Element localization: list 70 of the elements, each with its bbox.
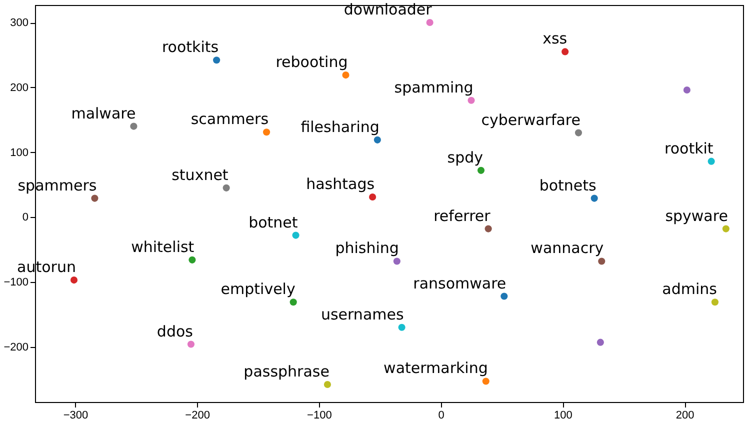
series-label: watermarking — [384, 359, 488, 378]
series-label: filesharing — [300, 118, 380, 136]
series-label: passphrase — [244, 362, 330, 380]
point — [500, 292, 508, 300]
series-label: whitelist — [131, 238, 194, 256]
point — [722, 225, 730, 232]
point — [393, 258, 400, 265]
point — [683, 86, 690, 94]
series-label: stuxnet — [172, 166, 228, 184]
series-label: botnet — [248, 213, 298, 232]
x-tick-label: −200 — [185, 410, 210, 422]
series-label: rebooting — [276, 53, 348, 72]
series-label: cyberwarfare — [481, 110, 580, 129]
point — [374, 136, 381, 144]
point — [91, 194, 98, 202]
point — [130, 122, 138, 130]
y-tick-label: −200 — [4, 341, 28, 354]
point — [324, 380, 331, 388]
series-label: ransomware — [413, 274, 506, 292]
series-label: referrer — [434, 206, 492, 225]
series-label: spyware — [665, 206, 728, 225]
series-label: phishing — [335, 239, 399, 258]
series-label: malware — [71, 104, 136, 122]
point — [213, 56, 220, 64]
point — [70, 276, 78, 284]
series-label: downloader — [344, 0, 433, 19]
x-tick-label: 0 — [438, 410, 444, 422]
series-label: xss — [542, 30, 568, 48]
point — [292, 232, 300, 239]
series-label: emptively — [220, 280, 296, 298]
point — [484, 225, 492, 232]
point — [222, 184, 230, 192]
series-label: rootkit — [664, 139, 714, 158]
y-tick-label: 300 — [10, 17, 28, 30]
point — [187, 340, 195, 348]
point — [262, 128, 270, 136]
point — [477, 166, 485, 174]
series-label: ddos — [156, 322, 194, 340]
series-label: spamming — [394, 78, 474, 96]
point — [290, 298, 297, 306]
series-label: wannacry — [530, 239, 604, 258]
y-tick-label: 100 — [10, 146, 28, 159]
x-tick-label: −300 — [63, 410, 88, 422]
series-label: hashtags — [306, 175, 375, 194]
point — [590, 194, 598, 202]
point — [596, 338, 604, 346]
point — [369, 193, 376, 201]
y-tick-label: −100 — [4, 276, 28, 288]
point — [482, 378, 490, 385]
series-label: botnets — [539, 176, 597, 194]
point — [562, 48, 569, 56]
series-label: scammers — [190, 110, 269, 128]
point — [398, 324, 406, 331]
series-label: admins — [662, 280, 718, 298]
series-label: rootkits — [162, 38, 219, 56]
point — [598, 258, 606, 265]
point — [426, 18, 434, 26]
x-tick-label: −100 — [307, 410, 332, 422]
series-label: spdy — [447, 148, 484, 166]
x-tick-label: 100 — [554, 410, 572, 422]
point — [342, 72, 350, 79]
point — [574, 129, 582, 136]
x-tick-label: 200 — [676, 410, 694, 422]
y-tick-label: 200 — [10, 82, 28, 94]
point — [708, 158, 715, 165]
y-tick-label: 0 — [22, 212, 28, 224]
point — [188, 256, 196, 264]
point — [711, 298, 719, 306]
series-label: usernames — [320, 305, 404, 324]
point — [468, 96, 475, 104]
